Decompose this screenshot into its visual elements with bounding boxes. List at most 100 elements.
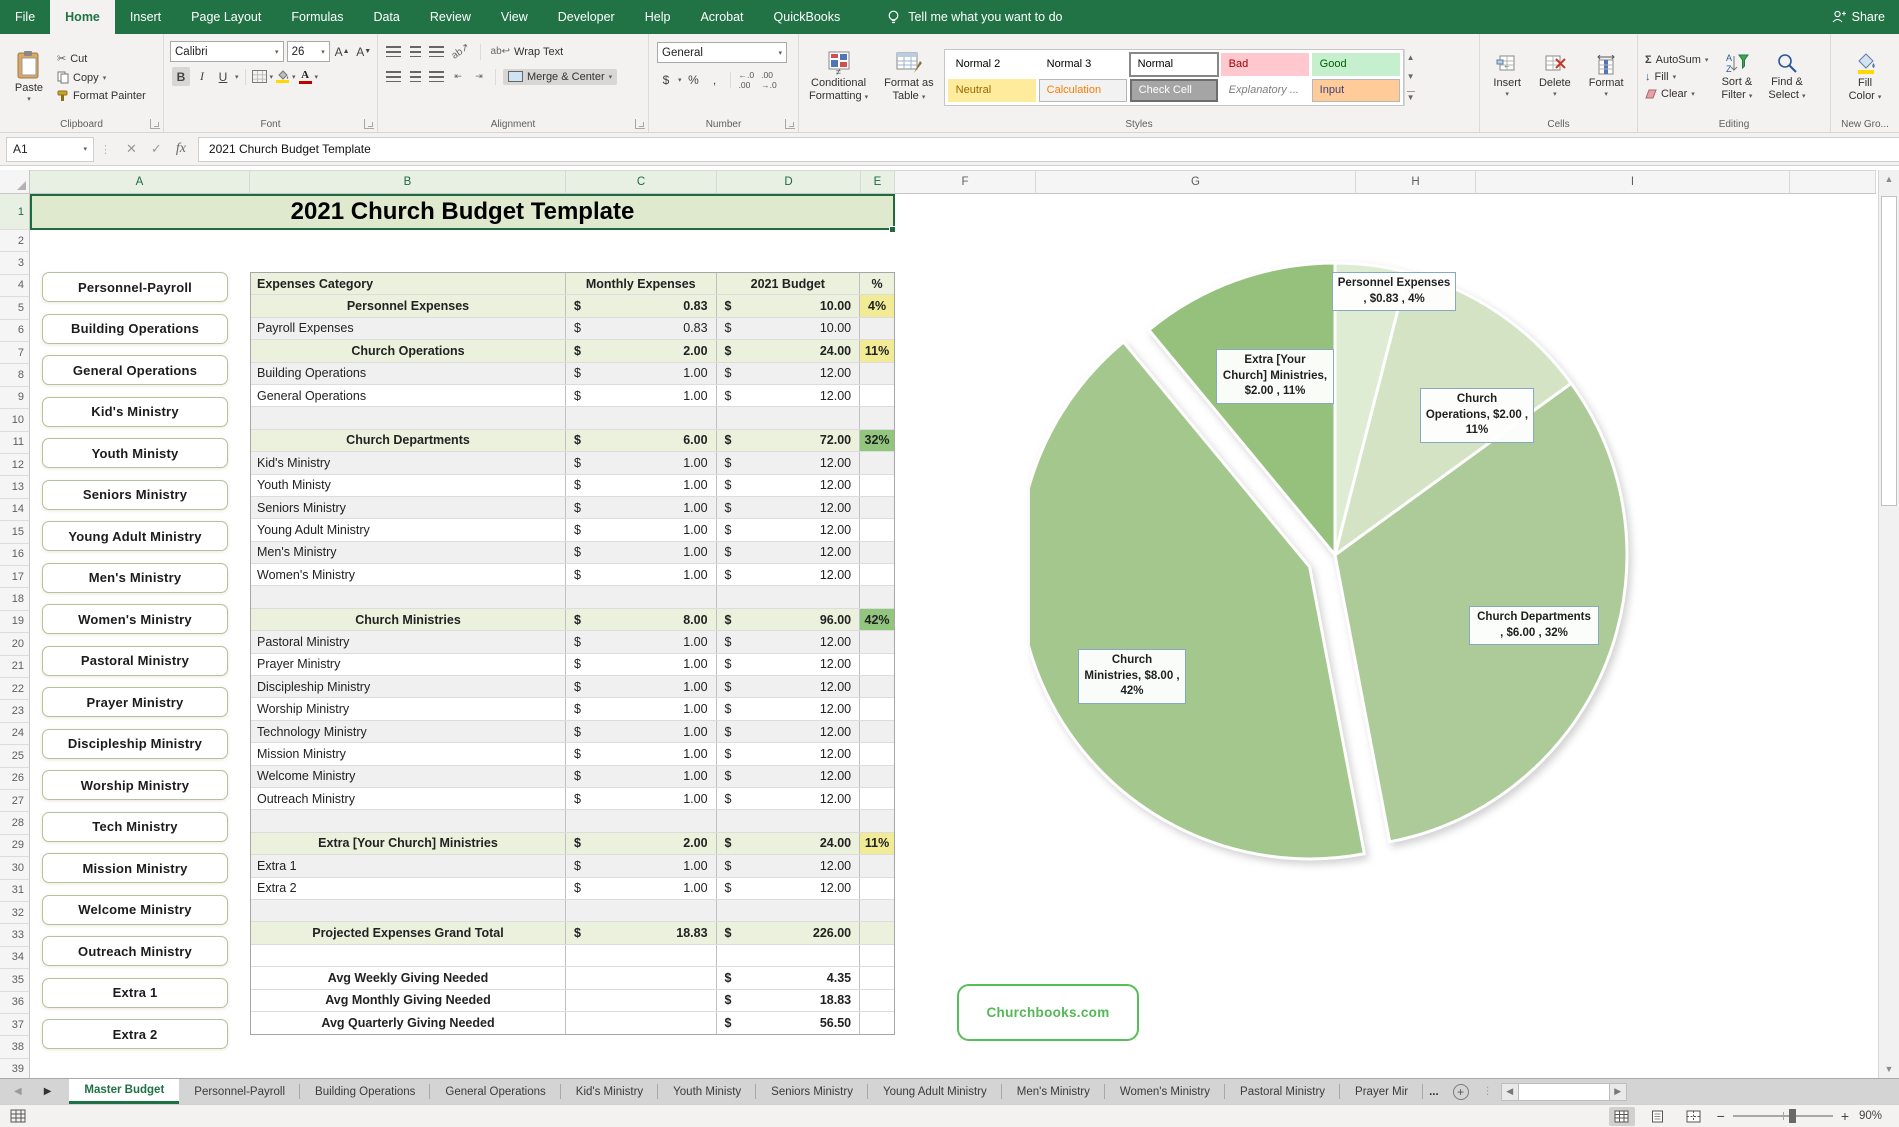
sheet-tab-women-s-ministry[interactable]: Women's Ministry [1105,1079,1225,1104]
row-header-19[interactable]: 19 [0,611,30,633]
column-header-d[interactable]: D [717,170,861,194]
paste-button[interactable]: Paste ▾ [4,38,54,116]
ribbon-tab-formulas[interactable]: Formulas [276,0,358,34]
cell-budget[interactable]: $12.00 [717,475,861,496]
enter-formula-icon[interactable]: ✓ [151,141,162,157]
chart-label-church-ministries[interactable]: Church Ministries, $8.00 , 42% [1078,649,1186,704]
cell-monthly[interactable]: $1.00 [566,631,717,652]
cell-budget[interactable]: $72.00 [717,430,861,451]
header-2021-budget[interactable]: 2021 Budget [717,273,861,294]
row-header-32[interactable]: 32 [0,902,30,924]
tell-me-box[interactable]: Tell me what you want to do [873,0,1076,34]
cell-budget[interactable]: $12.00 [717,766,861,787]
cell-budget[interactable]: $18.83 [717,990,861,1011]
row-header-8[interactable]: 8 [0,364,30,386]
cell-monthly[interactable]: $2.00 [566,340,717,361]
row-header-5[interactable]: 5 [0,297,30,319]
sheet-tab-kid-s-ministry[interactable]: Kid's Ministry [561,1079,658,1104]
borders-icon[interactable] [252,70,267,83]
sheet-tab-pastoral-ministry[interactable]: Pastoral Ministry [1225,1079,1340,1104]
cell-monthly[interactable]: $1.00 [566,363,717,384]
copy-dropdown-arrow[interactable]: ▾ [103,74,107,82]
row-header-31[interactable]: 31 [0,880,30,902]
sidebar-button-extra-2[interactable]: Extra 2 [42,1019,228,1049]
cell-percent[interactable] [860,497,894,518]
select-all-corner[interactable] [0,170,30,194]
sheet-tab-prayer-mir[interactable]: Prayer Mir [1340,1079,1423,1104]
cell-category[interactable] [251,900,566,921]
cell-percent[interactable] [860,363,894,384]
align-bottom-icon[interactable] [427,42,446,61]
cell-category[interactable]: Extra 1 [251,855,566,876]
cell-percent[interactable]: 11% [860,833,894,854]
cell-percent[interactable] [860,318,894,339]
bold-button[interactable]: B [172,67,190,86]
cell-monthly[interactable]: $1.00 [566,497,717,518]
cell-category[interactable]: Church Ministries [251,609,566,630]
row-header-39[interactable]: 39 [0,1059,30,1078]
selection-fill-handle[interactable] [889,226,896,233]
align-center-icon[interactable] [406,67,424,86]
horizontal-scrollbar[interactable]: ◀ ▶ [1501,1079,1627,1104]
sheet-tab-personnel-payroll[interactable]: Personnel-Payroll [179,1079,300,1104]
row-header-33[interactable]: 33 [0,924,30,946]
cell-style-explanatory[interactable]: Explanatory ... [1221,79,1309,102]
cell-style-neutral[interactable]: Neutral [948,79,1036,102]
zoom-slider-thumb[interactable] [1789,1109,1796,1123]
title-cell-a1[interactable]: 2021 Church Budget Template [30,194,895,230]
sidebar-button-worship-ministry[interactable]: Worship Ministry [42,770,228,800]
cell-budget[interactable]: $12.00 [717,788,861,809]
cell-monthly[interactable]: $1.00 [566,475,717,496]
cell-budget[interactable]: $12.00 [717,519,861,540]
cell-percent[interactable]: 11% [860,340,894,361]
cell-budget[interactable]: $10.00 [717,318,861,339]
cell-budget[interactable]: $12.00 [717,654,861,675]
format-cells-button[interactable]: Format▾ [1583,38,1630,116]
cell-category[interactable]: Pastoral Ministry [251,631,566,652]
cell-percent[interactable] [860,855,894,876]
sheet-nav-left-arrow[interactable]: ◀ [14,1086,22,1097]
underline-button[interactable]: U [214,67,232,86]
vertical-scroll-thumb[interactable] [1881,196,1897,506]
number-format-select[interactable]: General▾ [657,42,787,63]
sidebar-button-personnel-payroll[interactable]: Personnel-Payroll [42,272,228,302]
shrink-font-button[interactable]: A▼ [354,42,373,61]
font-dialog-launcher[interactable] [364,119,374,129]
cell-percent[interactable] [860,698,894,719]
column-header-g[interactable]: G [1036,170,1356,194]
header-percent[interactable]: % [860,273,894,294]
cell-monthly[interactable]: $2.00 [566,833,717,854]
sheet-tab-youth-ministy[interactable]: Youth Ministy [658,1079,756,1104]
cell-budget[interactable]: $24.00 [717,833,861,854]
paste-dropdown-arrow[interactable]: ▾ [27,96,31,104]
cell-category[interactable]: Outreach Ministry [251,788,566,809]
cell-category[interactable]: Payroll Expenses [251,318,566,339]
decrease-decimal-button[interactable]: .00→.0 [759,70,779,89]
cell-budget[interactable]: $12.00 [717,743,861,764]
row-header-24[interactable]: 24 [0,723,30,745]
cell-category[interactable]: Kid's Ministry [251,452,566,473]
cut-button[interactable]: ✂Cut [54,51,149,66]
cell-category[interactable]: Avg Weekly Giving Needed [251,967,566,988]
insert-function-icon[interactable]: fx [176,141,186,157]
align-middle-icon[interactable] [406,42,424,61]
header-expenses-category[interactable]: Expenses Category [251,273,566,294]
row-header-4[interactable]: 4 [0,275,30,297]
cell-budget[interactable] [717,810,861,831]
hscroll-track[interactable] [1519,1083,1609,1101]
sidebar-button-discipleship-ministry[interactable]: Discipleship Ministry [42,729,228,759]
ribbon-tab-view[interactable]: View [486,0,543,34]
cell-budget[interactable]: $96.00 [717,609,861,630]
row-header-26[interactable]: 26 [0,768,30,790]
sidebar-button-youth-ministy[interactable]: Youth Ministy [42,438,228,468]
cell-monthly[interactable]: $1.00 [566,564,717,585]
cell-budget[interactable] [717,407,861,428]
hscroll-right-arrow[interactable]: ▶ [1609,1083,1627,1101]
font-color-dropdown-arrow[interactable]: ▾ [315,73,319,81]
fill-color-button[interactable] [276,70,289,83]
normal-view-button[interactable] [1609,1107,1635,1126]
page-layout-view-button[interactable] [1645,1107,1671,1126]
sidebar-button-men-s-ministry[interactable]: Men's Ministry [42,563,228,593]
percent-format-button[interactable]: % [685,70,703,89]
cell-percent[interactable] [860,654,894,675]
